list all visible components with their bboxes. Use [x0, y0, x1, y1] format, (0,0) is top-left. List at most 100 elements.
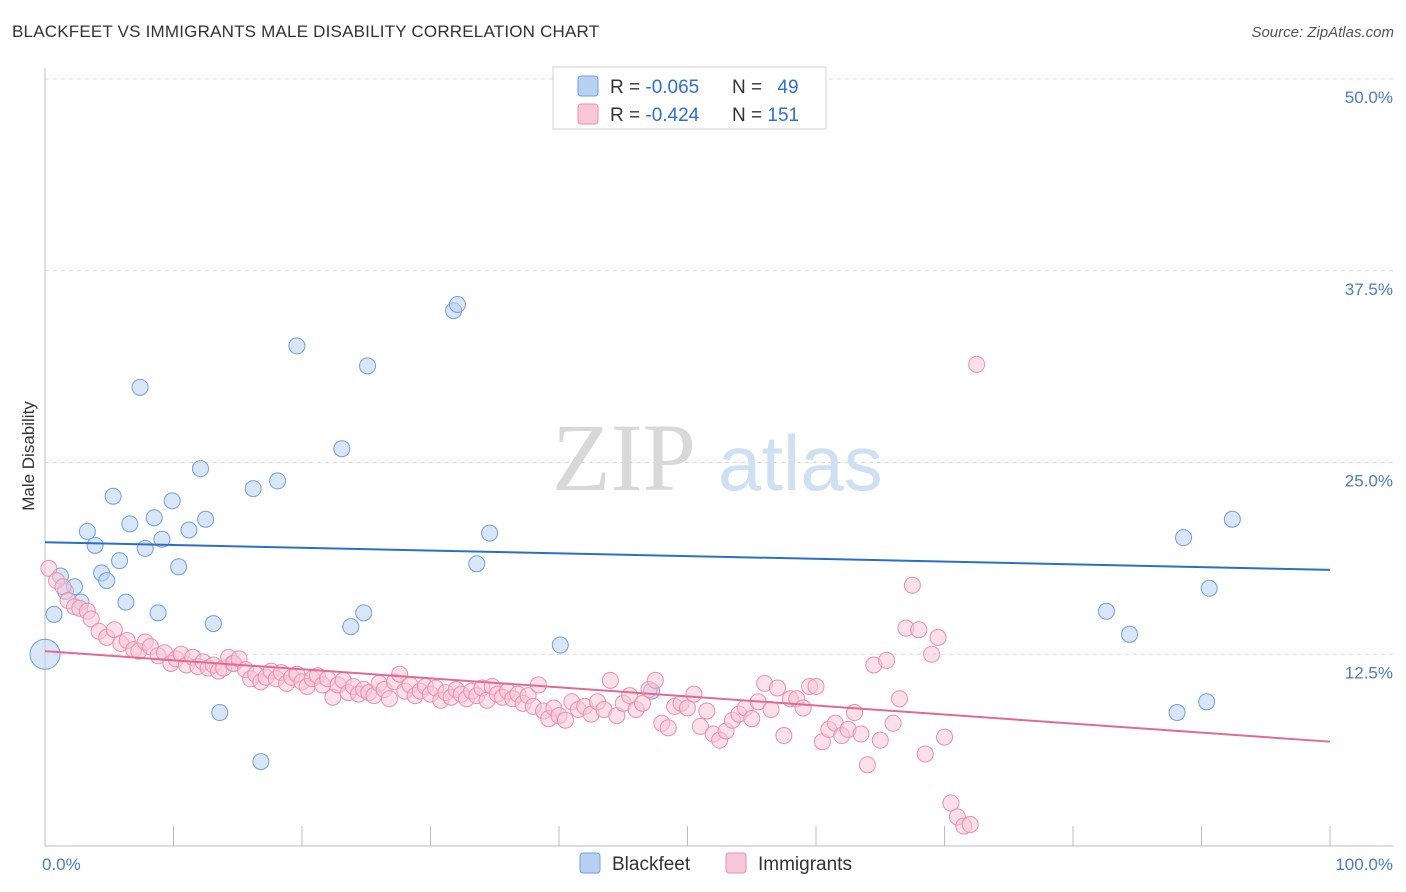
legend-row-2-n: N = 151	[732, 105, 799, 126]
blackfeet-point	[117, 593, 135, 611]
blackfeet-point	[448, 295, 466, 313]
legend-swatch-immigrants	[725, 852, 747, 874]
legend-r-label: R =	[610, 105, 645, 126]
grid-lines	[45, 78, 1395, 655]
legend-row-2: R = -0.424	[610, 105, 700, 126]
legend-r-label: R =	[610, 77, 645, 98]
blackfeet-point	[252, 753, 270, 771]
legend-label-blackfeet: Blackfeet	[612, 854, 691, 875]
blackfeet-point	[288, 337, 306, 355]
immigrants-point	[634, 694, 652, 712]
blackfeet-point	[1175, 529, 1193, 547]
y-axis-title: Male Disability	[19, 401, 38, 511]
immigrants-point	[961, 816, 979, 834]
immigrants-point	[762, 700, 780, 718]
blackfeet-point	[1198, 693, 1216, 711]
immigrants-trend-line	[44, 650, 1331, 743]
immigrants-point	[968, 355, 986, 373]
immigrants-point	[698, 702, 716, 720]
immigrants-point	[891, 690, 909, 708]
blackfeet-point	[29, 638, 61, 670]
y-tick-label: 12.5%	[1345, 663, 1393, 682]
blackfeet-point	[149, 604, 167, 622]
data-points	[29, 70, 1241, 835]
legend-n-value: 49	[777, 77, 798, 98]
blackfeet-point	[136, 539, 154, 557]
immigrants-point	[105, 621, 123, 639]
y-tick-labels: 12.5% 25.0% 37.5% 50.0%	[1345, 88, 1393, 682]
blackfeet-point	[204, 615, 222, 633]
immigrants-point	[871, 731, 889, 749]
immigrants-point	[380, 690, 398, 708]
immigrants-point	[691, 717, 709, 735]
blackfeet-point	[197, 510, 215, 528]
blackfeet-point	[333, 440, 351, 458]
blackfeet-point	[131, 378, 149, 396]
legend-swatch-immigrants	[577, 103, 599, 125]
immigrants-point	[775, 727, 793, 745]
blackfeet-trend-line	[44, 541, 1331, 571]
legend-swatch-blackfeet	[577, 75, 599, 97]
legend-r-value: -0.424	[645, 105, 699, 126]
series-legend: Blackfeet Immigrants	[579, 852, 852, 875]
blackfeet-point	[211, 704, 229, 722]
blackfeet-point	[355, 604, 373, 622]
immigrants-point	[936, 728, 953, 746]
immigrants-point	[685, 685, 703, 703]
immigrants-point	[916, 745, 934, 763]
y-tick-label: 37.5%	[1345, 280, 1393, 299]
blackfeet-point	[269, 472, 287, 490]
x-tick-label-max: 100.0%	[1335, 855, 1393, 874]
immigrants-point	[852, 725, 870, 743]
blackfeet-point	[1168, 704, 1186, 722]
y-tick-label: 25.0%	[1345, 472, 1393, 491]
blackfeet-point	[163, 492, 181, 510]
blackfeet-point	[86, 536, 104, 554]
blackfeet-point	[180, 521, 198, 539]
immigrants-point	[794, 699, 812, 717]
blackfeet-point	[481, 524, 499, 542]
blackfeet-point	[121, 515, 139, 533]
immigrants-point	[601, 671, 619, 689]
blackfeet-point	[104, 487, 122, 505]
legend-n-value: 151	[767, 105, 799, 126]
blackfeet-point	[244, 480, 262, 498]
x-tick-label-min: 0.0%	[42, 855, 81, 874]
trend-lines	[44, 541, 1331, 743]
legend-n-label: N =	[732, 105, 767, 126]
blackfeet-point	[45, 605, 63, 623]
legend-label-immigrants: Immigrants	[758, 854, 852, 875]
immigrants-point	[82, 610, 100, 628]
blackfeet-point	[145, 509, 163, 527]
legend-row-1: R = -0.065	[610, 77, 699, 98]
watermark-zip: ZIP	[552, 404, 696, 511]
legend-r-value: -0.065	[645, 77, 699, 98]
blackfeet-point	[1097, 602, 1115, 620]
blackfeet-point	[359, 357, 377, 375]
immigrants-point	[768, 679, 786, 697]
immigrants-point	[910, 621, 928, 639]
immigrants-point	[743, 710, 761, 728]
blackfeet-point	[551, 636, 569, 654]
legend-row-1-n: N = 49	[732, 77, 799, 98]
blackfeet-point	[1223, 510, 1241, 528]
immigrants-point	[659, 719, 677, 737]
chart-title: BLACKFEET VS IMMIGRANTS MALE DISABILITY …	[12, 22, 600, 41]
immigrants-point	[556, 711, 574, 729]
correlation-legend: R = -0.065 N = 49 R = -0.424 N = 151	[552, 66, 827, 130]
legend-swatch-blackfeet	[579, 852, 601, 874]
immigrants-point	[942, 794, 960, 812]
watermark: ZIP atlas	[552, 404, 883, 511]
legend-n-label: N =	[732, 77, 767, 98]
blackfeet-point	[98, 572, 116, 590]
watermark-atlas: atlas	[718, 419, 883, 507]
y-tick-label: 50.0%	[1345, 88, 1393, 107]
immigrants-point	[391, 665, 409, 683]
immigrants-point	[40, 559, 58, 577]
immigrants-point	[679, 699, 696, 717]
x-tick-labels: 0.0% 100.0%	[42, 855, 1393, 874]
blackfeet-point	[170, 558, 188, 576]
blackfeet-point	[153, 530, 171, 548]
blackfeet-point	[1121, 625, 1139, 643]
